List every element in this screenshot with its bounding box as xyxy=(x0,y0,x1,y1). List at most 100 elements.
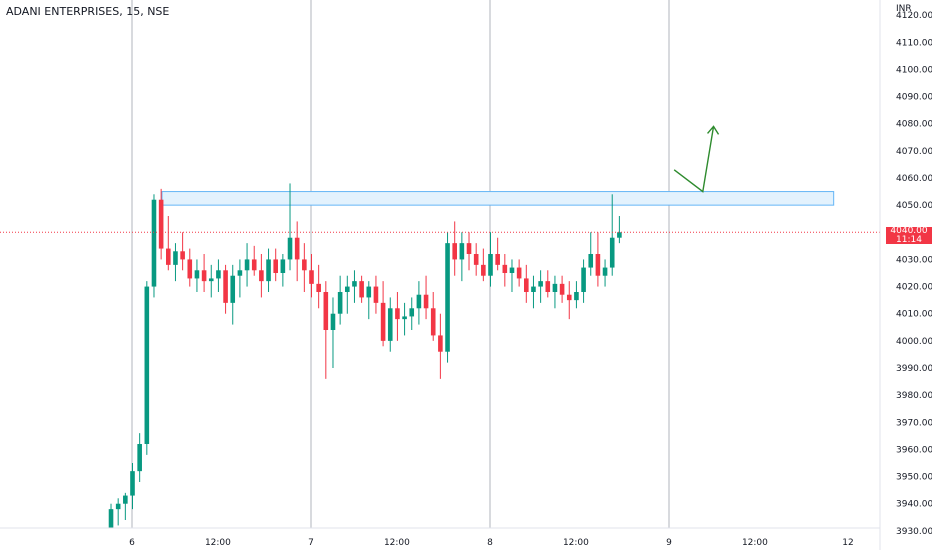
candle-body[interactable] xyxy=(566,294,572,301)
candle-body[interactable] xyxy=(223,270,228,303)
candle-body[interactable] xyxy=(524,278,529,292)
candle-body[interactable] xyxy=(531,286,536,292)
candle-body[interactable] xyxy=(102,536,107,544)
candle-body[interactable] xyxy=(309,270,314,284)
candle-body[interactable] xyxy=(201,270,207,282)
candle-body[interactable] xyxy=(273,259,278,273)
price-axis-currency: INR xyxy=(896,4,912,14)
candle-body[interactable] xyxy=(108,509,114,536)
candle-body[interactable] xyxy=(509,267,515,273)
candle-body[interactable] xyxy=(130,471,135,496)
candle-body[interactable] xyxy=(244,259,250,271)
candle-body[interactable] xyxy=(588,254,594,268)
price-tick-label: 4050.00 xyxy=(896,201,932,211)
candle-body[interactable] xyxy=(194,270,200,279)
time-tick-label: 12 xyxy=(842,538,853,548)
candle-body[interactable] xyxy=(516,267,522,279)
price-tick-label: 3940.00 xyxy=(896,500,932,510)
price-tick-label: 4110.00 xyxy=(896,38,932,48)
price-tick-label: 4090.00 xyxy=(896,93,932,103)
candle-body[interactable] xyxy=(166,248,171,265)
candle-body[interactable] xyxy=(266,259,271,282)
candle-body[interactable] xyxy=(481,264,486,276)
candle-body[interactable] xyxy=(280,259,286,273)
candle-body[interactable] xyxy=(488,254,493,276)
candle-body[interactable] xyxy=(395,308,400,320)
candle-body[interactable] xyxy=(151,199,157,287)
candle-body[interactable] xyxy=(409,308,415,317)
candle-body[interactable] xyxy=(158,199,164,249)
candle-body[interactable] xyxy=(473,254,479,265)
candle-body[interactable] xyxy=(452,243,457,260)
candle-body[interactable] xyxy=(115,503,121,510)
price-tick-label: 3970.00 xyxy=(896,418,932,428)
time-tick-label: 12:00 xyxy=(563,538,589,548)
candle-body[interactable] xyxy=(251,259,257,271)
price-tick-label: 3980.00 xyxy=(896,391,932,401)
price-tick-label: 4100.00 xyxy=(896,65,932,75)
candle-body[interactable] xyxy=(380,302,386,341)
candle-body[interactable] xyxy=(323,292,329,330)
candle-body[interactable] xyxy=(545,281,551,292)
candle-body[interactable] xyxy=(208,278,214,282)
candle-body[interactable] xyxy=(445,243,450,352)
candle-body[interactable] xyxy=(459,243,465,260)
candle-body[interactable] xyxy=(316,283,321,292)
time-tick-label: 6 xyxy=(129,538,135,548)
candle-body[interactable] xyxy=(287,237,293,260)
price-tick-label: 4020.00 xyxy=(896,283,932,293)
candle-body[interactable] xyxy=(180,251,185,260)
resistance-zone[interactable] xyxy=(161,191,835,206)
candle-body[interactable] xyxy=(438,335,443,352)
candle-body[interactable] xyxy=(237,270,243,276)
candle-body[interactable] xyxy=(538,281,543,287)
candle-body[interactable] xyxy=(366,286,372,298)
candle-body[interactable] xyxy=(617,232,622,238)
candle-body[interactable] xyxy=(294,237,300,260)
price-tick-label: 4080.00 xyxy=(896,120,932,130)
candle-body[interactable] xyxy=(216,270,221,279)
candle-body[interactable] xyxy=(352,281,357,287)
candle-body[interactable] xyxy=(402,316,407,320)
price-tick-label: 3990.00 xyxy=(896,364,932,374)
candle-body[interactable] xyxy=(602,267,608,276)
candle-body[interactable] xyxy=(259,270,264,282)
candle-body[interactable] xyxy=(137,444,142,472)
candle-body[interactable] xyxy=(552,283,558,292)
candle-body[interactable] xyxy=(173,251,178,265)
candle-body[interactable] xyxy=(495,254,500,265)
time-tick-label: 12:00 xyxy=(742,538,768,548)
price-tick-label: 4000.00 xyxy=(896,337,932,347)
candle-body[interactable] xyxy=(430,308,436,336)
candle-body[interactable] xyxy=(581,267,586,292)
candle-body[interactable] xyxy=(559,283,565,295)
candle-body[interactable] xyxy=(230,275,236,303)
candle-body[interactable] xyxy=(345,286,350,292)
candle-body[interactable] xyxy=(187,259,193,279)
candle-body[interactable] xyxy=(416,294,422,309)
time-tick-label: 9 xyxy=(666,538,672,548)
time-tick-label: 7 xyxy=(308,538,314,548)
candle-body[interactable] xyxy=(337,292,343,314)
arrow-drawing[interactable] xyxy=(673,126,715,193)
candle-body[interactable] xyxy=(609,237,615,268)
candle-body[interactable] xyxy=(423,294,429,309)
price-tick-label: 3950.00 xyxy=(896,473,932,483)
candle-body[interactable] xyxy=(466,243,472,254)
candle-body[interactable] xyxy=(373,286,379,303)
candle-body[interactable] xyxy=(123,495,128,504)
candle-body[interactable] xyxy=(502,264,508,273)
candle-body[interactable] xyxy=(330,313,336,330)
candle-body[interactable] xyxy=(574,292,579,301)
price-tick-label: 4070.00 xyxy=(896,147,932,157)
candle-body[interactable] xyxy=(144,286,150,444)
last-price-label: 4040.00 xyxy=(890,226,928,236)
candle-body[interactable] xyxy=(302,259,307,271)
chart-title: ADANI ENTERPRISES, 15, NSE xyxy=(6,5,170,18)
candle-body[interactable] xyxy=(387,308,393,341)
candle-body[interactable] xyxy=(595,254,601,276)
candle-body[interactable] xyxy=(359,281,364,298)
price-tick-label: 4030.00 xyxy=(896,255,932,265)
